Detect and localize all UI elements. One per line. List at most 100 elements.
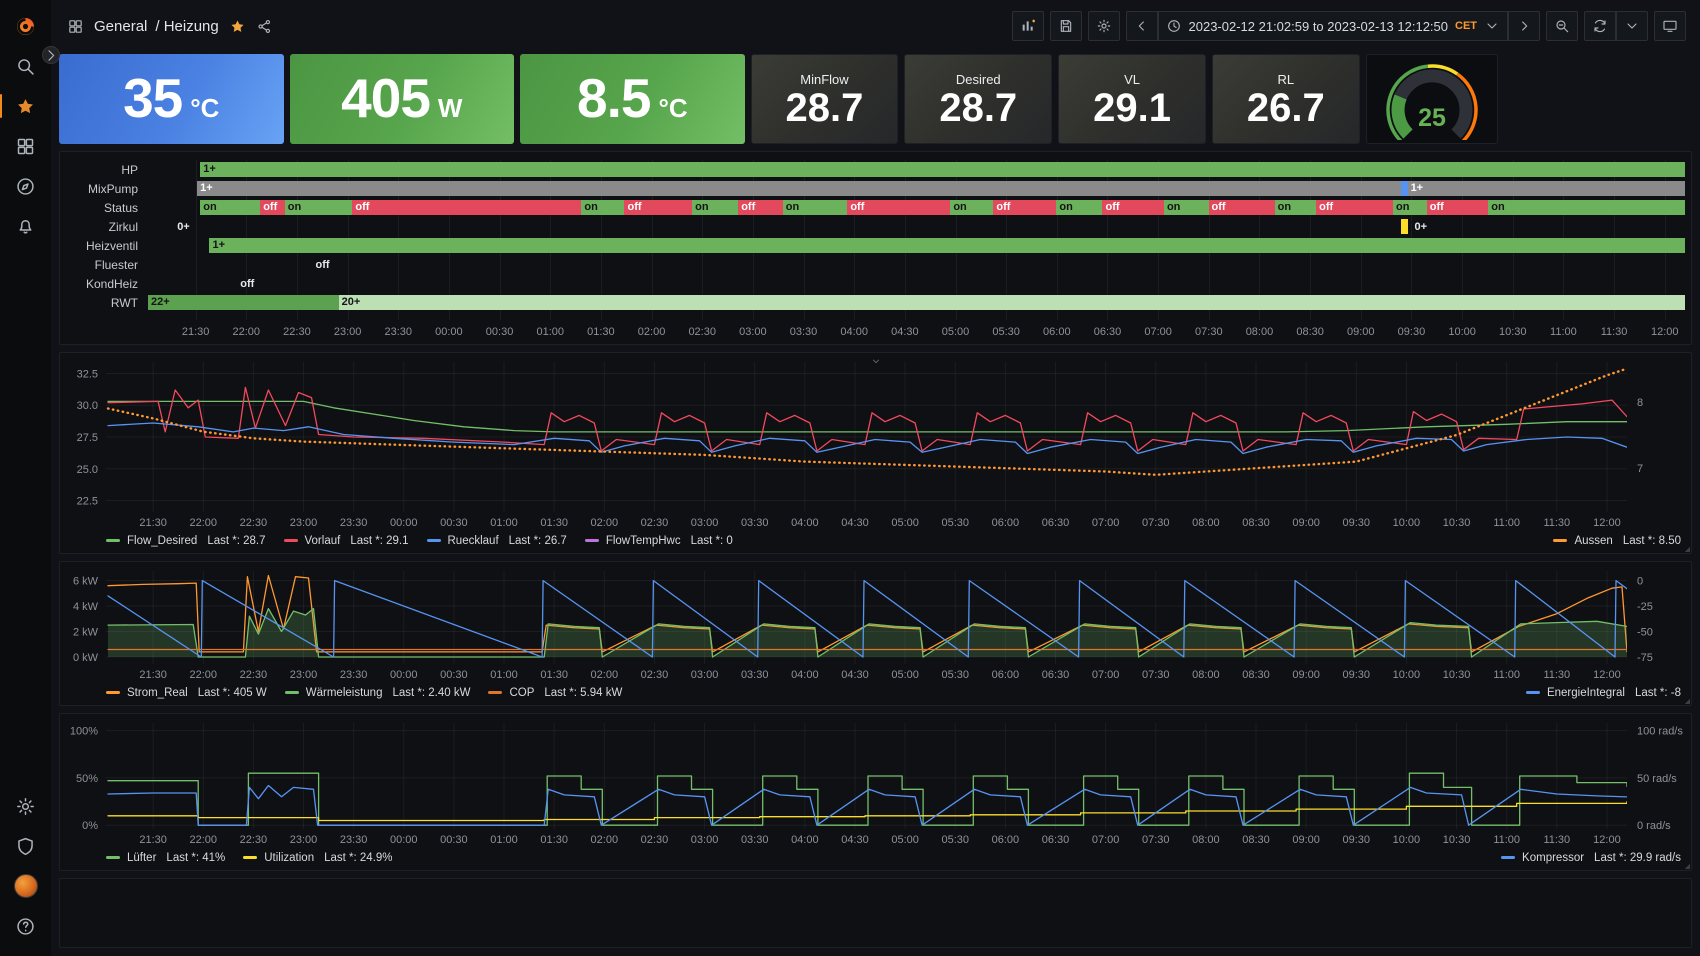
stats-row-filler — [1504, 54, 1692, 144]
sidebar-expand-button[interactable] — [42, 46, 60, 64]
legend-item-energieintegral[interactable]: EnergieIntegral Last *: -8 — [1525, 686, 1681, 699]
stat-panel-vl[interactable]: VL 29.1 — [1058, 54, 1206, 144]
chevron-right-icon — [48, 49, 55, 61]
utilization-chart[interactable]: 21:30 22:00 22:30 23:00 23:30 00:00 00:30 01:00… — [60, 716, 1691, 848]
legend-item-aussen[interactable]: Aussen Last *: 8.50 — [1553, 535, 1681, 547]
time-tick-label: 12:00 — [1650, 326, 1679, 338]
compass-icon — [17, 177, 34, 195]
sidebar-item-dashboards[interactable] — [0, 126, 51, 166]
panel-resize-handle[interactable] — [1681, 860, 1690, 869]
svg-text:21:30: 21:30 — [139, 517, 167, 529]
legend-item-utilization[interactable]: Utilization Last *: 24.9% — [243, 852, 393, 864]
stat-panel-1[interactable]: 405 W — [289, 54, 515, 144]
legend-item-cop[interactable]: COP Last *: 5.94 kW — [488, 687, 622, 699]
search-icon — [18, 58, 34, 75]
sidebar-item-alerting[interactable] — [0, 206, 51, 246]
stat-panel-desired[interactable]: Desired 28.7 — [904, 54, 1053, 144]
panel-resize-handle[interactable] — [1681, 695, 1690, 704]
panel-resize-handle[interactable] — [1681, 543, 1690, 552]
navbar: General / Heizung — [51, 0, 1700, 52]
svg-text:05:30: 05:30 — [941, 834, 969, 846]
stat-panel-2[interactable]: 8.5 °C — [520, 54, 745, 144]
timeline-x-axis: 21:30 22:00 22:30 23:00 23:30 00:00 00:30 01:00… — [148, 320, 1685, 344]
time-tick-label: 00:30 — [485, 326, 514, 338]
grafana-logo[interactable] — [0, 6, 60, 64]
sidebar-item-search[interactable] — [0, 46, 51, 86]
refresh-button[interactable] — [1584, 11, 1616, 41]
share-alt-icon[interactable] — [256, 18, 273, 35]
stat-panel-0[interactable]: 35 °C — [59, 54, 284, 144]
legend-item-strom_real[interactable]: Strom_Real Last *: 405 W — [106, 687, 267, 699]
timeline-row-mixpump: 1+ 1+ — [148, 179, 1685, 198]
legend-last-value: Last *: 0 — [690, 534, 733, 547]
add-panel-button[interactable] — [1011, 11, 1044, 41]
timeline-plot[interactable]: 1+ 1+ 1+ on off on off on off on off on off on off on of… — [148, 160, 1685, 344]
dashboard-body: 35 °C 405 W 8.5 °C MinFlow 28.7 Desired 28.7 VL 29.… — [51, 52, 1700, 956]
legend-item-flowtemphwc[interactable]: FlowTempHwc Last *: 0 — [584, 534, 733, 547]
segment-label: 1+ — [212, 239, 226, 251]
gauge-panel[interactable]: 25 — [1365, 54, 1498, 144]
dashboard-settings-button[interactable] — [1087, 11, 1120, 41]
timeline-value-label: off — [240, 277, 255, 290]
refresh-interval-dropdown[interactable] — [1616, 11, 1648, 41]
avatar — [13, 874, 38, 898]
stat-value: 28.7 — [939, 85, 1018, 130]
svg-text:04:30: 04:30 — [841, 517, 869, 529]
stat-panel-rl[interactable]: RL 26.7 — [1211, 54, 1360, 144]
chart-legend: Strom_Real Last *: 405 W Wärmeleistung Last… — [60, 683, 1691, 705]
sidebar-item-help[interactable] — [0, 906, 51, 946]
svg-text:01:00: 01:00 — [490, 834, 518, 846]
zoom-out-time-button[interactable] — [1546, 11, 1578, 41]
kiosk-mode-button[interactable] — [1654, 11, 1686, 41]
svg-text:7: 7 — [1637, 463, 1643, 475]
svg-text:07:00: 07:00 — [1092, 834, 1120, 846]
segment-label: on — [1491, 201, 1505, 213]
stat-panel-minflow[interactable]: MinFlow 28.7 — [750, 54, 899, 144]
breadcrumb-current[interactable]: / Heizung — [155, 17, 219, 35]
time-range-picker[interactable]: 2023-02-12 21:02:59 to 2023-02-13 12:12:… — [1157, 11, 1508, 41]
legend-marker — [426, 539, 441, 542]
svg-text:03:30: 03:30 — [741, 669, 769, 681]
sidebar-item-starred[interactable] — [0, 86, 51, 126]
time-range-forward-button[interactable] — [1508, 11, 1540, 41]
svg-text:23:30: 23:30 — [340, 669, 368, 681]
sidebar-item-explore[interactable] — [0, 166, 51, 206]
breadcrumb-root[interactable]: General — [94, 17, 148, 35]
shield-icon — [18, 837, 33, 855]
sidebar-item-configuration[interactable] — [0, 786, 51, 826]
power-chart[interactable]: 21:30 22:00 22:30 23:00 23:30 00:00 00:30 01:00… — [60, 564, 1691, 683]
segment-label: on — [287, 201, 302, 213]
svg-text:05:00: 05:00 — [891, 834, 919, 846]
sidebar — [0, 0, 60, 956]
legend-item-vorlauf[interactable]: Vorlauf Last *: 29.1 — [283, 535, 409, 547]
time-range-back-button[interactable] — [1125, 11, 1158, 41]
grafana-logo-icon — [17, 17, 34, 35]
segment-label: off — [627, 201, 642, 213]
timezone-badge: CET — [1455, 20, 1477, 32]
svg-text:03:00: 03:00 — [691, 517, 719, 529]
legend-last-value: Last *: -8 — [1634, 686, 1681, 699]
panel-menu-chevron[interactable] — [870, 353, 882, 371]
svg-text:50%: 50% — [76, 773, 98, 785]
legend-series-name: Wärmeleistung — [305, 686, 383, 699]
sidebar-item-server-admin[interactable] — [0, 826, 51, 866]
legend-item-flow_desired[interactable]: Flow_Desired Last *: 28.7 — [106, 535, 266, 547]
svg-text:08:30: 08:30 — [1242, 517, 1270, 529]
svg-text:0 kW: 0 kW — [73, 652, 99, 664]
timeline-row-label: KondHeiz — [85, 276, 138, 291]
star-icon[interactable] — [229, 18, 246, 35]
legend-item-kompressor[interactable]: Kompressor Last *: 29.9 rad/s — [1501, 852, 1681, 864]
svg-text:11:30: 11:30 — [1543, 669, 1570, 681]
svg-text:01:30: 01:30 — [540, 834, 568, 846]
temperatures-chart[interactable]: 21:30 22:00 22:30 23:00 23:30 00:00 00:30 01:00… — [60, 355, 1691, 531]
segment-label: 1+ — [1410, 182, 1424, 194]
save-dashboard-button[interactable] — [1049, 11, 1082, 41]
legend-item-wärmeleistung[interactable]: Wärmeleistung Last *: 2.40 kW — [284, 686, 470, 699]
svg-text:09:00: 09:00 — [1292, 669, 1320, 681]
svg-text:27.5: 27.5 — [77, 432, 98, 444]
sidebar-item-profile[interactable] — [0, 866, 51, 906]
legend-item-lüfter[interactable]: Lüfter Last *: 41% — [106, 852, 225, 864]
legend-item-ruecklauf[interactable]: Ruecklauf Last *: 26.7 — [426, 535, 567, 547]
segment-label: off — [1105, 201, 1120, 213]
svg-text:11:30: 11:30 — [1543, 517, 1570, 529]
